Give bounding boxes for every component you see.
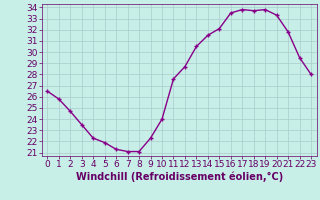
- X-axis label: Windchill (Refroidissement éolien,°C): Windchill (Refroidissement éolien,°C): [76, 172, 283, 182]
